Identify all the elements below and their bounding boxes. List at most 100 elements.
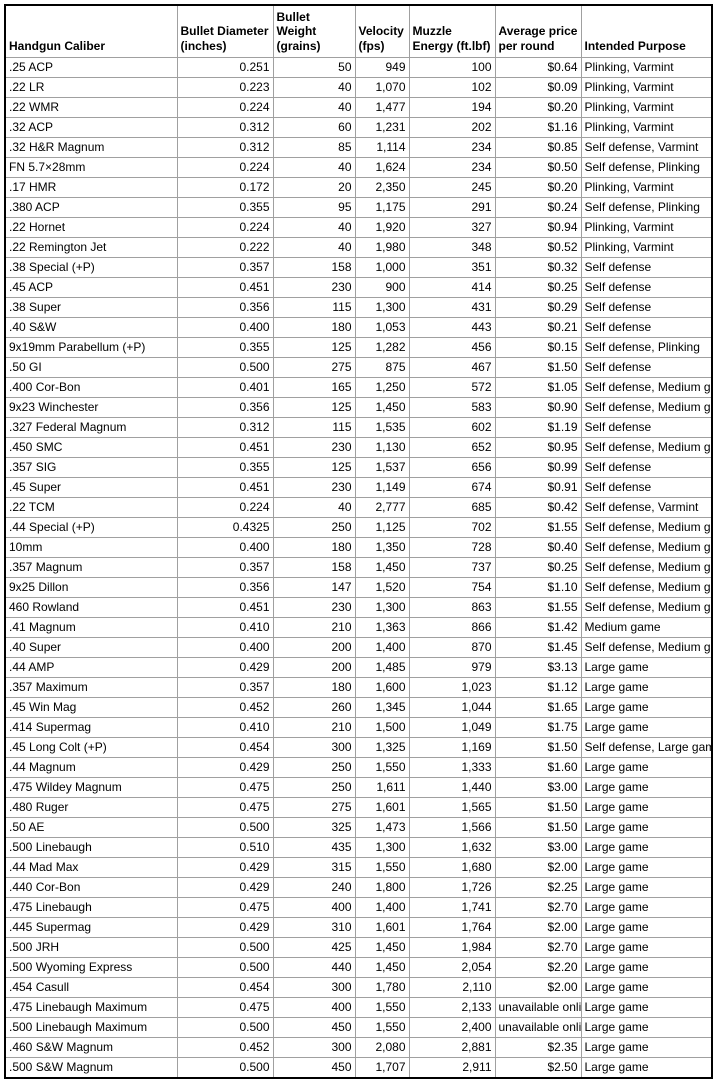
cell: .45 Long Colt (+P) [5, 738, 177, 758]
cell: 875 [355, 358, 409, 378]
column-header: Intended Purpose [581, 5, 712, 58]
cell: .450 SMC [5, 438, 177, 458]
cell: .22 WMR [5, 98, 177, 118]
cell: 0.500 [177, 1018, 273, 1038]
cell: Large game [581, 718, 712, 738]
cell: .45 ACP [5, 278, 177, 298]
cell: Large game [581, 958, 712, 978]
cell: 1,566 [409, 818, 495, 838]
cell: $0.52 [495, 238, 581, 258]
table-row: .480 Ruger0.4752751,6011,565$1.50Large g… [5, 798, 712, 818]
cell: 1,125 [355, 518, 409, 538]
table-row: .22 TCM0.224402,777685$0.42Self defense,… [5, 498, 712, 518]
cell: 2,881 [409, 1038, 495, 1058]
cell: $0.21 [495, 318, 581, 338]
cell: Self defense, Medium game [581, 518, 712, 538]
cell: 1,473 [355, 818, 409, 838]
table-row: 9x25 Dillon0.3561471,520754$1.10Self def… [5, 578, 712, 598]
cell: Plinking, Varmint [581, 98, 712, 118]
cell: 1,300 [355, 598, 409, 618]
cell: .475 Linebaugh [5, 898, 177, 918]
cell: .45 Super [5, 478, 177, 498]
cell: 1,520 [355, 578, 409, 598]
cell: 40 [273, 218, 355, 238]
cell: Self defense, Varmint [581, 498, 712, 518]
column-header: Bullet Diameter (inches) [177, 5, 273, 58]
cell: $1.55 [495, 518, 581, 538]
cell: 0.224 [177, 98, 273, 118]
cell: 0.410 [177, 718, 273, 738]
cell: $0.24 [495, 198, 581, 218]
cell: $1.05 [495, 378, 581, 398]
cell: 315 [273, 858, 355, 878]
cell: 0.500 [177, 938, 273, 958]
cell: $0.50 [495, 158, 581, 178]
cell: $2.00 [495, 858, 581, 878]
cell: 0.475 [177, 798, 273, 818]
cell: $1.60 [495, 758, 581, 778]
cell: 1,450 [355, 398, 409, 418]
cell: 0.452 [177, 1038, 273, 1058]
cell: 1,601 [355, 918, 409, 938]
cell: $2.25 [495, 878, 581, 898]
cell: 443 [409, 318, 495, 338]
cell: 2,054 [409, 958, 495, 978]
cell: .454 Casull [5, 978, 177, 998]
cell: 0.451 [177, 478, 273, 498]
cell: Large game [581, 978, 712, 998]
cell: .460 S&W Magnum [5, 1038, 177, 1058]
cell: 0.355 [177, 338, 273, 358]
table-row: 10mm0.4001801,350728$0.40Self defense, M… [5, 538, 712, 558]
cell: $0.20 [495, 98, 581, 118]
table-row: .400 Cor-Bon0.4011651,250572$1.05Self de… [5, 378, 712, 398]
cell: 1,231 [355, 118, 409, 138]
cell: 400 [273, 998, 355, 1018]
cell: 0.454 [177, 738, 273, 758]
cell: Self defense [581, 258, 712, 278]
cell: 1,350 [355, 538, 409, 558]
cell: 1,130 [355, 438, 409, 458]
cell: 194 [409, 98, 495, 118]
cell: 275 [273, 358, 355, 378]
table-row: .445 Supermag0.4293101,6011,764$2.00Larg… [5, 918, 712, 938]
cell: 10mm [5, 538, 177, 558]
cell: 310 [273, 918, 355, 938]
cell: .500 Wyoming Express [5, 958, 177, 978]
cell: 870 [409, 638, 495, 658]
table-row: .17 HMR0.172202,350245$0.20Plinking, Var… [5, 178, 712, 198]
cell: 180 [273, 318, 355, 338]
cell: 210 [273, 718, 355, 738]
cell: 460 Rowland [5, 598, 177, 618]
cell: $1.19 [495, 418, 581, 438]
cell: 2,777 [355, 498, 409, 518]
cell: 1,550 [355, 1018, 409, 1038]
cell: 1,680 [409, 858, 495, 878]
cell: $2.20 [495, 958, 581, 978]
table-row: .44 Magnum0.4292501,5501,333$1.60Large g… [5, 758, 712, 778]
table-row: .500 S&W Magnum0.5004501,7072,911$2.50La… [5, 1058, 712, 1079]
table-row: .22 Remington Jet0.222401,980348$0.52Pli… [5, 238, 712, 258]
cell: .40 S&W [5, 318, 177, 338]
cell: 1,053 [355, 318, 409, 338]
cell: 0.475 [177, 898, 273, 918]
cell: 1,400 [355, 898, 409, 918]
table-row: .440 Cor-Bon0.4292401,8001,726$2.25Large… [5, 878, 712, 898]
cell: $0.40 [495, 538, 581, 558]
cell: .22 TCM [5, 498, 177, 518]
cell: 656 [409, 458, 495, 478]
cell: Large game [581, 798, 712, 818]
table-row: .38 Super0.3561151,300431$0.29Self defen… [5, 298, 712, 318]
table-row: .22 LR0.223401,070102$0.09Plinking, Varm… [5, 78, 712, 98]
cell: 230 [273, 478, 355, 498]
cell: 0.357 [177, 558, 273, 578]
cell: 230 [273, 598, 355, 618]
cell: 230 [273, 278, 355, 298]
cell: $1.42 [495, 618, 581, 638]
cell: 2,350 [355, 178, 409, 198]
table-row: .22 WMR0.224401,477194$0.20Plinking, Var… [5, 98, 712, 118]
cell: 200 [273, 658, 355, 678]
cell: Large game [581, 1018, 712, 1038]
cell: .357 SIG [5, 458, 177, 478]
cell: 40 [273, 78, 355, 98]
table-row: 460 Rowland0.4512301,300863$1.55Self def… [5, 598, 712, 618]
